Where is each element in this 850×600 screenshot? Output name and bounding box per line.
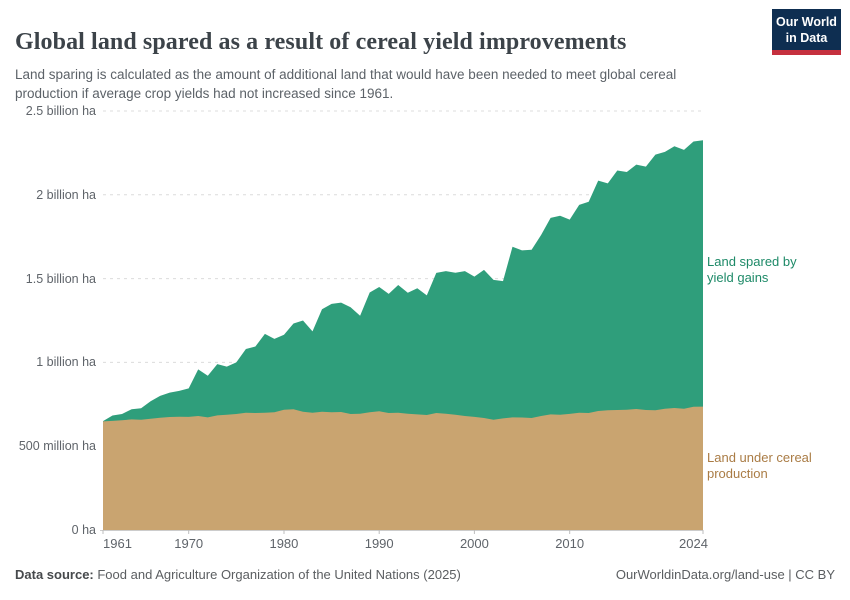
y-axis-tick-label: 1.5 billion ha	[25, 271, 96, 286]
series-label-cereal: Land under cereal production	[707, 450, 812, 482]
y-axis-tick-label: 500 million ha	[18, 439, 96, 454]
chart-title: Global land spared as a result of cereal…	[15, 29, 627, 56]
y-axis-tick-label: 1 billion ha	[36, 355, 96, 370]
area-series-cereal[interactable]	[103, 406, 703, 530]
y-axis-tick-label: 0 ha	[71, 523, 96, 537]
owid-logo-line1: Our World	[776, 15, 837, 29]
x-axis-tick-label: 1990	[364, 536, 394, 551]
owid-logo: Our World in Data	[772, 9, 841, 55]
y-axis-tick-label: 2 billion ha	[36, 187, 96, 202]
x-axis-tick-label: 2024	[679, 536, 708, 551]
x-axis-tick-label: 1970	[174, 536, 204, 551]
x-axis-tick-label: 1961	[103, 536, 132, 551]
chart-footer: Data source: Food and Agriculture Organi…	[15, 567, 835, 582]
owid-citation-link[interactable]: OurWorldinData.org/land-use | CC BY	[615, 567, 835, 582]
x-axis-tick-label: 1980	[269, 536, 299, 551]
y-axis-tick-label: 2.5 billion ha	[25, 104, 96, 118]
series-label-spared: Land spared by yield gains	[707, 254, 797, 286]
owid-logo-line2: in Data	[785, 31, 828, 45]
data-source-line: Data source: Food and Agriculture Organi…	[15, 567, 461, 582]
x-axis-tick-label: 2010	[555, 536, 585, 551]
owid-logo-box: Our World in Data	[772, 9, 841, 50]
data-source-text: Food and Agriculture Organization of the…	[93, 567, 461, 582]
x-axis-tick-label: 2000	[459, 536, 489, 551]
chart-subtitle: Land sparing is calculated as the amount…	[15, 66, 677, 101]
data-source-label: Data source:	[15, 567, 94, 582]
owid-logo-red-bar	[772, 50, 841, 55]
